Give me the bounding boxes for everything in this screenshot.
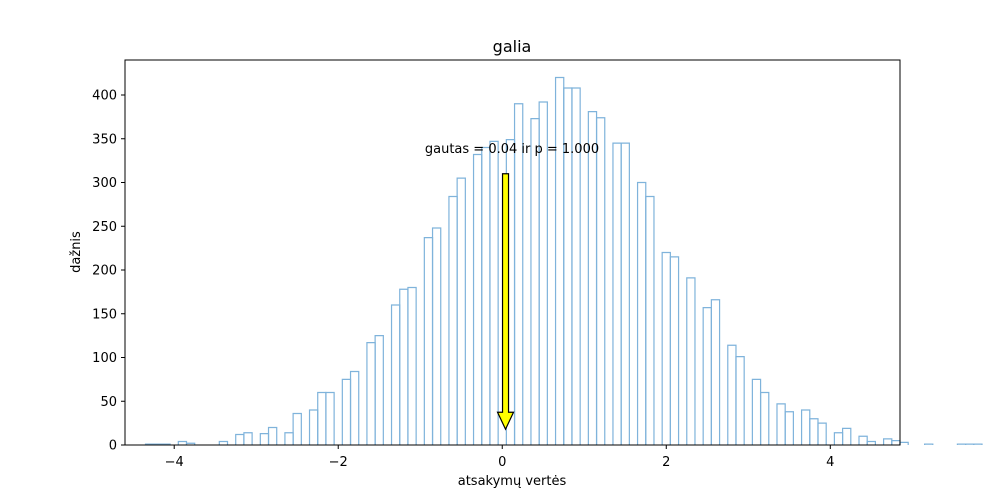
- histogram-bar: [858, 435, 868, 445]
- histogram-bar: [620, 142, 630, 445]
- histogram-bar: [325, 391, 335, 445]
- y-tick-label: 350: [92, 132, 117, 147]
- histogram-bar: [489, 140, 499, 445]
- histogram-bar: [292, 412, 302, 445]
- histogram-bar: [973, 443, 983, 445]
- plot-frame: [124, 59, 901, 446]
- histogram-bar: [661, 251, 671, 445]
- histogram-bar: [513, 103, 524, 445]
- y-axis-label: dažnis: [69, 231, 84, 273]
- histogram-bar: [530, 118, 540, 445]
- y-tick-label: 300: [92, 176, 117, 191]
- histogram-bar: [956, 443, 967, 445]
- histogram-bar: [235, 433, 245, 445]
- histogram-bar: [595, 117, 606, 445]
- y-tick-label: 50: [100, 395, 117, 410]
- histogram-bar: [185, 442, 196, 445]
- histogram-bar: [472, 153, 483, 445]
- annotation-arrow: [496, 173, 515, 431]
- histogram-bar: [481, 146, 491, 445]
- histogram-bar: [841, 427, 852, 445]
- x-tick-label: 2: [662, 455, 670, 470]
- histogram-bar: [243, 432, 253, 445]
- histogram-bar: [587, 111, 598, 445]
- histogram-bar: [554, 76, 565, 445]
- x-axis-label: atsakymų vertės: [458, 474, 567, 489]
- histogram-bar: [636, 181, 647, 445]
- x-tick-label: 4: [826, 455, 834, 470]
- histogram-bar: [431, 227, 442, 445]
- histogram-bar: [177, 440, 188, 445]
- histogram-bar: [751, 378, 762, 445]
- x-tick-label: −4: [165, 455, 184, 470]
- x-tick-label: 0: [498, 455, 506, 470]
- histogram-bar: [686, 277, 696, 445]
- histogram-bar: [308, 409, 319, 445]
- histogram-bar: [891, 440, 901, 445]
- plot-area: [144, 76, 983, 445]
- histogram-bar: [374, 335, 384, 445]
- histogram-bar: [809, 418, 819, 445]
- histogram-bar: [735, 356, 745, 445]
- histogram-bar: [366, 342, 376, 445]
- y-tick-label: 0: [109, 439, 117, 454]
- y-tick-label: 200: [92, 264, 117, 279]
- histogram-bar: [727, 344, 737, 445]
- histogram-bar: [800, 409, 811, 445]
- histogram-bar: [669, 256, 680, 445]
- histogram-bar: [448, 195, 458, 445]
- y-tick-label: 100: [92, 351, 117, 366]
- histogram-bar: [317, 391, 327, 445]
- histogram-bar: [759, 391, 770, 445]
- y-tick-label: 400: [92, 89, 117, 104]
- histogram-bar: [899, 441, 909, 445]
- histogram-bar: [924, 443, 934, 445]
- histogram-bar: [702, 307, 712, 445]
- x-tick-label: −2: [329, 455, 348, 470]
- histogram-bar: [267, 426, 278, 445]
- histogram-bar: [612, 142, 622, 445]
- histogram-bar: [284, 432, 294, 445]
- histogram-bar: [817, 422, 827, 445]
- histogram-bar: [882, 438, 893, 445]
- histogram-bar: [390, 304, 401, 445]
- histogram-bar: [399, 288, 409, 445]
- histogram-bar: [218, 440, 229, 445]
- histogram-bar: [965, 443, 975, 445]
- histogram-bar: [349, 370, 360, 445]
- histogram-bar: [571, 87, 581, 445]
- annotation-label: gautas = 0.04 ir p = 1.000: [425, 142, 599, 157]
- histogram-bar: [407, 286, 417, 445]
- y-tick-label: 150: [92, 307, 117, 322]
- histogram-bar: [784, 411, 794, 445]
- histogram-bar: [645, 195, 655, 445]
- histogram-bar: [710, 299, 721, 445]
- histogram-bar: [456, 177, 466, 445]
- histogram-bar: [776, 403, 786, 445]
- histogram-bar: [538, 101, 548, 445]
- histogram-bar: [341, 378, 352, 445]
- histogram-bar: [423, 237, 434, 445]
- histogram-bar: [866, 440, 876, 445]
- histogram-bar: [833, 432, 844, 445]
- axes: −4 −2 0 2 4 0 50 100 150 200 250 300 350 400: [92, 89, 834, 471]
- chart-title: galia: [493, 37, 532, 56]
- histogram-bar: [259, 433, 270, 445]
- y-tick-label: 250: [92, 220, 117, 235]
